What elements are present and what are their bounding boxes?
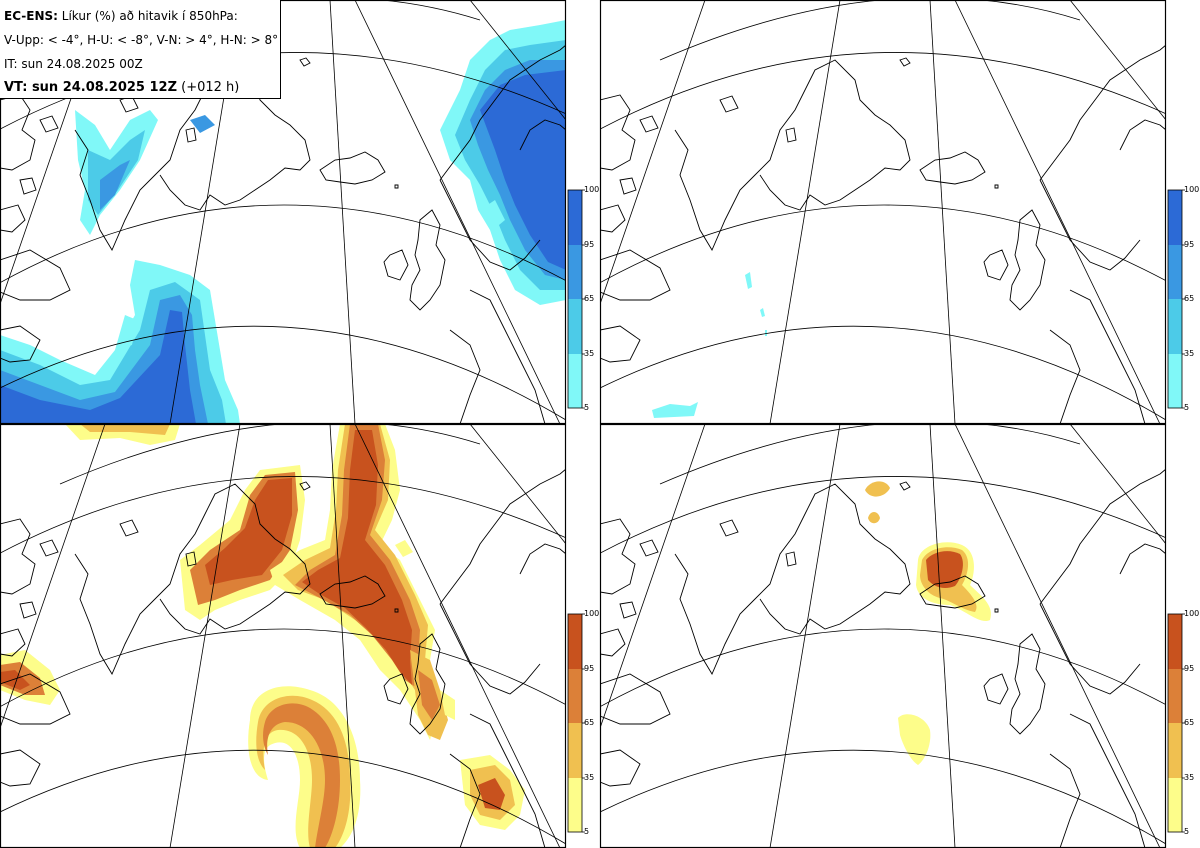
thresholds-line: V-Upp: < -4°, H-U: < -8°, V-N: > 4°, H-N… <box>4 33 279 47</box>
info-box: EC-ENS: Líkur (%) að hitavik í 850hPa: V… <box>0 0 281 99</box>
colorbar-bottom-left: 100 95 65 35 5 <box>567 609 599 836</box>
cbar-tick: 5 <box>1184 827 1189 836</box>
cbar-tick: 35 <box>584 773 594 782</box>
colorbar-top-left: 100 95 65 35 5 <box>567 185 599 412</box>
cold-prob-field-strong <box>652 272 767 418</box>
warm-prob-field-strong <box>865 481 991 765</box>
panel-top-left <box>0 0 566 424</box>
panel-bottom-right <box>600 424 1166 848</box>
warm-prob-field <box>0 424 525 848</box>
cbar-tick: 5 <box>1184 403 1189 412</box>
cbar-tick: 100 <box>584 609 599 618</box>
cbar-tick: 95 <box>584 664 594 673</box>
cbar-tick: 65 <box>584 718 594 727</box>
valid-time-line: VT: sun 24.08.2025 12Z (+012 h) <box>4 76 280 100</box>
cbar-tick: 95 <box>1184 240 1194 249</box>
cbar-tick: 35 <box>584 349 594 358</box>
cbar-tick: 100 <box>584 185 599 194</box>
cbar-tick: 35 <box>1184 773 1194 782</box>
panel-frames <box>0 0 1167 848</box>
colorbar-top-right: 100 95 65 35 5 <box>1167 185 1199 412</box>
init-time: IT: sun 24.08.2025 00Z <box>4 57 143 71</box>
cbar-tick: 100 <box>1184 609 1199 618</box>
cbar-tick: 65 <box>1184 718 1194 727</box>
panel-bottom-left <box>0 424 566 848</box>
cbar-tick: 100 <box>1184 185 1199 194</box>
cbar-tick: 5 <box>584 403 589 412</box>
cold-prob-field <box>0 20 566 424</box>
cbar-tick: 65 <box>1184 294 1194 303</box>
cbar-tick: 65 <box>584 294 594 303</box>
lead-time: (+012 h) <box>181 80 240 95</box>
panel-top-right <box>600 0 1166 424</box>
title-text: Líkur (%) að hitavik í 850hPa: <box>61 9 238 23</box>
valid-time: VT: sun 24.08.2025 12Z <box>4 80 177 95</box>
model-name: EC-ENS: <box>4 9 58 23</box>
cbar-tick: 5 <box>584 827 589 836</box>
cbar-tick: 95 <box>584 240 594 249</box>
title-line: EC-ENS: Líkur (%) að hitavik í 850hPa: <box>4 4 280 28</box>
cbar-tick: 35 <box>1184 349 1194 358</box>
colorbar-bottom-right: 100 95 65 35 5 <box>1167 609 1199 836</box>
cbar-tick: 95 <box>1184 664 1194 673</box>
